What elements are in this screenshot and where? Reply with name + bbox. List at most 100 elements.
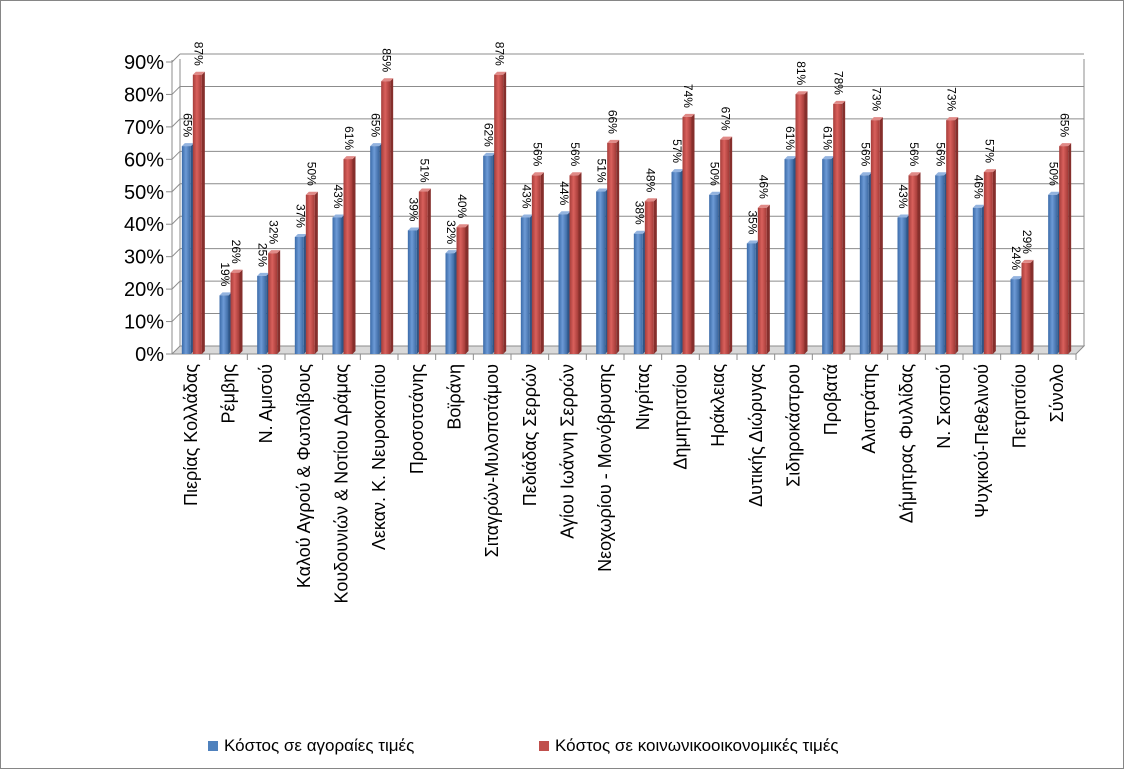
data-label-socioeconomic-cost: 40% <box>455 194 469 218</box>
data-label-market-cost: 46% <box>971 175 985 199</box>
bar-market-cost <box>784 159 794 354</box>
y-tick-label: 80% <box>124 84 164 106</box>
y-tick-label: 0% <box>135 344 164 366</box>
bar-top <box>972 204 985 208</box>
bar-top <box>370 143 383 147</box>
bar-top <box>946 117 959 121</box>
x-category-label: Ρέμβης <box>219 364 239 424</box>
y-tick-label: 50% <box>124 182 164 204</box>
bar-side <box>390 78 394 354</box>
x-category-label: Λεκαν. Κ. Νευροκοπίου <box>369 364 389 550</box>
data-label-socioeconomic-cost: 48% <box>643 168 657 192</box>
bar-top <box>531 172 544 176</box>
bar-top <box>833 100 846 104</box>
data-label-socioeconomic-cost: 51% <box>417 159 431 183</box>
bar-top <box>1010 276 1023 280</box>
bar-top <box>407 227 420 231</box>
legend-swatch-market-cost <box>208 741 218 751</box>
bar-market-cost <box>370 146 380 354</box>
bar-top <box>219 292 232 296</box>
x-category-label: Βοϊράνη <box>445 364 465 430</box>
data-label-market-cost: 51% <box>595 159 609 183</box>
bar-top <box>569 172 582 176</box>
gridlines <box>171 53 1084 322</box>
bar-top <box>870 117 883 121</box>
x-category-label: Καλού Αγρού & Φωτολίβους <box>294 364 314 588</box>
bar-socioeconomic-cost <box>494 74 504 354</box>
x-category-label: Κουδουνιών & Νοτίου Δράμας <box>332 364 352 604</box>
data-label-socioeconomic-cost: 61% <box>342 126 356 150</box>
data-label-market-cost: 44% <box>557 181 571 205</box>
bar-side <box>239 269 243 354</box>
bar-side <box>578 172 582 354</box>
legend-label-socioeconomic-cost: Κόστος σε κοινωνικοοικονομικές τιμές <box>555 736 839 755</box>
data-label-market-cost: 65% <box>369 113 383 137</box>
data-label-socioeconomic-cost: 46% <box>756 175 770 199</box>
bar-top <box>720 136 733 140</box>
bar-side <box>277 250 281 354</box>
bar-top <box>381 78 394 82</box>
bars <box>181 71 1072 355</box>
legend-item-market-cost: Κόστος σε αγοραίες τιμές <box>208 736 414 755</box>
data-label-market-cost: 43% <box>896 184 910 208</box>
bar-top <box>181 143 194 147</box>
bar-market-cost <box>520 217 530 354</box>
bar-top <box>784 156 797 160</box>
bar-market-cost <box>671 172 681 354</box>
bar-market-cost <box>407 230 417 354</box>
bar-market-cost <box>294 236 304 354</box>
gridline-diag <box>171 280 181 290</box>
data-label-socioeconomic-cost: 29% <box>1020 230 1034 254</box>
bar-market-cost <box>558 214 568 354</box>
bar-top <box>795 91 808 95</box>
bar-socioeconomic-cost <box>908 175 918 354</box>
gridline-diag <box>171 118 181 128</box>
data-label-market-cost: 43% <box>519 184 533 208</box>
gridline-diag <box>171 53 181 63</box>
data-labels: 65%87%19%26% 25%32%37%50%43%61%65%85%39%5… <box>180 42 1071 287</box>
data-label-socioeconomic-cost: 87% <box>493 42 507 66</box>
bar-market-cost <box>332 217 342 354</box>
x-category-label: Νιγρίτας <box>633 364 653 430</box>
data-label-market-cost: 50% <box>1047 162 1061 186</box>
bar-top <box>332 214 345 218</box>
bar-market-cost <box>596 191 606 354</box>
data-label-market-cost: 24% <box>1009 246 1023 270</box>
bar-market-cost <box>897 217 907 354</box>
x-category-label: Αγίου Ιωάννη Σερρών <box>558 364 578 539</box>
bar-socioeconomic-cost <box>870 120 880 355</box>
data-label-socioeconomic-cost: 26% <box>229 240 243 264</box>
bar-market-cost <box>445 253 455 354</box>
x-category-label: Πετριτσίου <box>1010 364 1030 448</box>
bar-socioeconomic-cost <box>833 103 843 354</box>
bar-side <box>804 91 808 354</box>
bar-socioeconomic-cost <box>230 272 240 354</box>
data-label-market-cost: 25% <box>256 243 270 267</box>
data-label-socioeconomic-cost: 65% <box>1058 113 1072 137</box>
bar-top <box>343 156 356 160</box>
bar-side <box>691 113 695 355</box>
bar-market-cost <box>1010 279 1020 354</box>
bar-socioeconomic-cost <box>268 253 278 354</box>
y-tick-label: 20% <box>124 279 164 301</box>
gridline-diag <box>171 215 181 225</box>
bar-side <box>540 172 544 354</box>
x-category-label: Αλιστράτης <box>859 364 879 454</box>
bar-side <box>842 100 846 354</box>
bar-side <box>1030 259 1034 354</box>
bar-top <box>897 214 910 218</box>
y-tick-label: 40% <box>124 214 164 236</box>
x-category-label: Σιδηροκάστρου <box>784 364 804 487</box>
data-label-socioeconomic-cost: 56% <box>568 142 582 166</box>
bar-market-cost <box>483 155 493 354</box>
bar-top <box>671 169 684 173</box>
data-label-market-cost: 32% <box>444 220 458 244</box>
x-category-label: Σιταγρών-Μυλοποτάμου <box>482 364 502 557</box>
x-category-label: Σύνολο <box>1047 364 1067 422</box>
bar-top <box>709 191 722 195</box>
y-tick-label: 70% <box>124 117 164 139</box>
bar-top <box>822 156 835 160</box>
bar-side <box>427 188 431 354</box>
bar-socioeconomic-cost <box>569 175 579 354</box>
bar-socioeconomic-cost <box>1059 146 1069 354</box>
